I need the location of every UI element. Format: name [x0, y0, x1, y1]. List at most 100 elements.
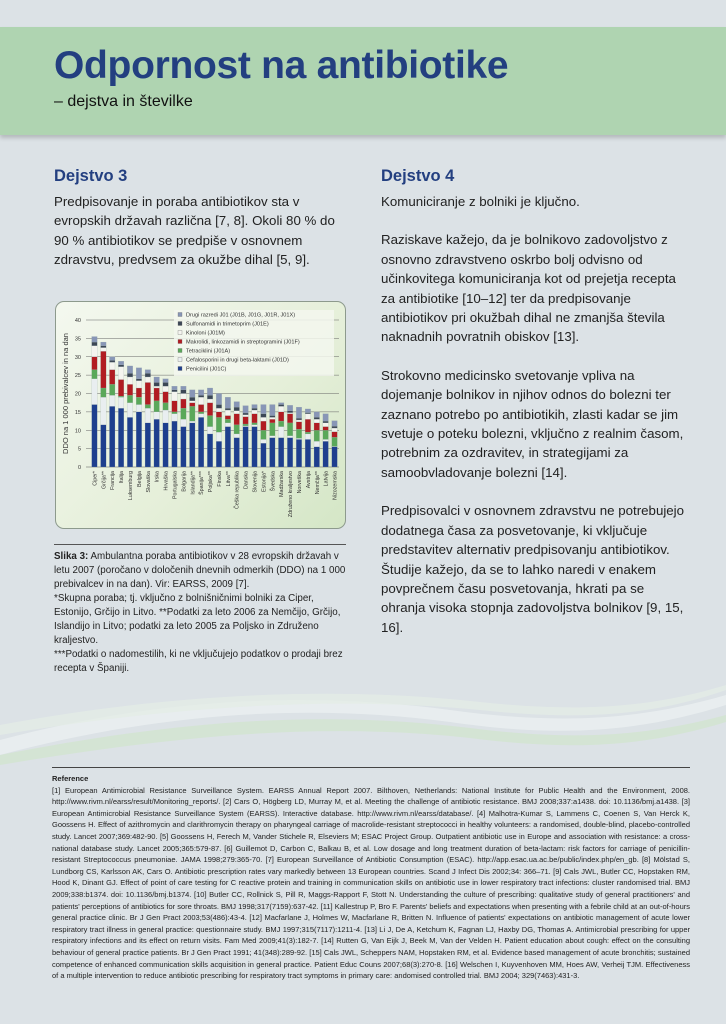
bar-segment	[278, 406, 285, 412]
bar-segment	[242, 416, 249, 425]
bar-segment	[287, 410, 293, 413]
x-tick-label: Estonija*	[261, 471, 267, 492]
bar-segment	[296, 439, 302, 468]
bar-segment	[118, 379, 124, 397]
bar-segment	[144, 376, 151, 383]
bar-segment	[269, 419, 276, 423]
references-divider	[52, 767, 690, 768]
bar-segment	[269, 437, 276, 468]
bar-segment	[91, 378, 98, 405]
bar-segment	[233, 437, 240, 468]
header-band	[0, 27, 726, 135]
legend-background	[174, 310, 334, 376]
bar-segment	[260, 439, 267, 444]
bar-segment	[100, 397, 107, 425]
fact-4-paragraph: Predpisovalci v osnovnem zdravstvu ne po…	[381, 503, 685, 635]
y-tick-label: 15	[75, 410, 81, 416]
y-tick-label: 5	[78, 447, 81, 453]
bar-segment	[189, 400, 196, 403]
bar-segment	[216, 404, 222, 409]
bar-segment	[331, 426, 338, 429]
references-heading: Reference	[52, 774, 89, 783]
bar-segment	[144, 369, 151, 374]
bar-segment	[322, 420, 329, 423]
caption-divider	[54, 544, 346, 545]
bar-segment	[198, 395, 205, 398]
bar-segment	[136, 387, 142, 398]
legend-swatch	[177, 330, 183, 335]
bar-segment	[322, 426, 329, 431]
y-tick-label: 40	[75, 318, 81, 324]
bar-segment	[313, 417, 320, 420]
page-title: Odpornost na antibiotike	[54, 44, 509, 87]
bar-segment	[171, 400, 178, 412]
bar-segment	[216, 408, 222, 412]
bar-segment	[171, 411, 178, 414]
caption-note-2: ***Podatki o nadomestilih, ki ne vključu…	[54, 649, 343, 674]
x-tick-label: Latvija	[324, 471, 330, 486]
bar-segment	[109, 369, 116, 385]
bar-segment	[144, 422, 151, 468]
bar-segment	[216, 393, 222, 405]
bar-segment	[136, 411, 142, 468]
bar-segment	[278, 404, 285, 407]
bar-segment	[278, 420, 285, 427]
legend-swatch	[177, 312, 183, 317]
bar-segment	[118, 395, 124, 398]
bar-segment	[127, 417, 133, 468]
x-tick-label: Nemčija**	[315, 471, 321, 494]
x-tick-label: Madžarska	[279, 471, 285, 497]
x-tick-label: Norveška	[297, 471, 303, 493]
bar-segment	[322, 441, 329, 468]
bar-segment	[260, 430, 267, 440]
bar-segment	[109, 362, 116, 370]
bar-segment	[251, 426, 258, 468]
caption-label: Slika 3:	[54, 551, 89, 562]
x-tick-label: Združeno kraljestvo	[288, 471, 294, 517]
bar-segment	[118, 364, 124, 367]
fact-4-paragraph: Raziskave kažejo, da je bolnikovo zadovo…	[381, 232, 676, 345]
legend-label: Sulfonamidi in trimetoprim (J01E)	[186, 322, 269, 328]
bar-segment	[118, 366, 124, 380]
bar-segment	[233, 413, 240, 425]
bar-segment	[216, 441, 222, 468]
bar-segment	[260, 404, 267, 414]
bar-segment	[233, 406, 240, 411]
bar-segment	[189, 420, 196, 423]
bar-segment	[305, 419, 311, 433]
bar-segment	[136, 367, 142, 379]
bar-segment	[260, 413, 267, 418]
x-tick-label: Bolgarija	[181, 471, 187, 492]
bar-segment	[189, 389, 196, 398]
bar-segment	[305, 412, 311, 414]
chart-svg: DDO na 1 000 prebivalcev in na dan 0 5 10 15…	[61, 310, 339, 517]
bar-segment	[127, 395, 133, 403]
x-tick-label: Islandija**	[190, 471, 196, 495]
fact-4-heading: Dejstvo 4	[381, 167, 455, 185]
bar-segment	[287, 435, 293, 438]
legend-swatch	[177, 339, 183, 344]
bar-segment	[260, 443, 267, 468]
caption-note-1: *Skupna poraba; tj. vključno z bolnišnič…	[54, 593, 341, 646]
bar-segment	[198, 413, 205, 418]
bar-segment	[305, 433, 311, 440]
x-tick-label: Litva**	[226, 471, 232, 486]
bar-segment	[296, 419, 302, 422]
bar-segment	[109, 384, 116, 396]
legend-label: Kinoloni (J01M)	[186, 331, 225, 337]
bar-segment	[91, 341, 98, 346]
bar-segment	[251, 424, 258, 427]
x-tick-label: Grčija**	[101, 471, 107, 489]
x-tick-label: Švedska	[269, 471, 276, 491]
bar-segment	[269, 435, 276, 438]
x-tick-label: Italija	[119, 471, 125, 483]
bar-segment	[305, 439, 311, 468]
bar-segment	[260, 420, 267, 431]
bar-segment	[180, 419, 187, 427]
bar-segment	[260, 417, 267, 422]
references: Reference [1] European Antimicrobial Res…	[52, 773, 690, 982]
fact-3-paragraph: Predpisovanje in poraba antibiotikov sta…	[54, 194, 335, 268]
x-tick-label: Španija***	[198, 471, 205, 495]
bar-segment	[162, 382, 169, 387]
fact-4-column: Dejstvo 4 Komuniciranje z bolniki je klj…	[381, 167, 686, 656]
